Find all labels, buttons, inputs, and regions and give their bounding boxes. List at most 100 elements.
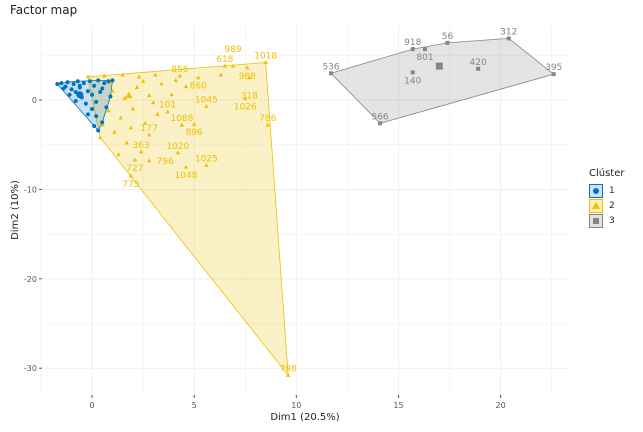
cluster-2-point xyxy=(155,111,160,116)
cluster-2-point xyxy=(175,150,181,155)
x-tick-label: 20 xyxy=(495,401,505,410)
cluster-2-point xyxy=(191,121,197,126)
point-label: 1026 xyxy=(234,102,257,112)
legend-item-3: 3 xyxy=(589,213,625,228)
cluster-2-point xyxy=(134,85,140,90)
legend-title: Clúster xyxy=(589,168,625,179)
cluster-1-point xyxy=(77,83,82,88)
cluster-3-point xyxy=(378,121,383,126)
point-label: 801 xyxy=(416,53,433,63)
point-label: 1025 xyxy=(195,154,218,164)
cluster-2-point xyxy=(112,129,117,134)
chart-title: Factor map xyxy=(10,3,78,17)
cluster-3-point xyxy=(423,47,428,52)
point-label: 566 xyxy=(371,112,388,122)
cluster-1-point xyxy=(92,123,97,128)
cluster-1-point xyxy=(90,92,95,97)
cluster-1-point xyxy=(98,90,103,95)
cluster-2-point xyxy=(285,372,291,377)
point-label: 363 xyxy=(132,141,149,151)
cluster-2-point xyxy=(183,84,189,89)
point-label: 798 xyxy=(280,364,297,374)
y-tick-label: 0 xyxy=(32,96,37,105)
cluster-2-point xyxy=(151,100,156,105)
point-label: 618 xyxy=(216,55,233,65)
cluster-1-point xyxy=(100,120,105,125)
cluster-2-point xyxy=(245,65,250,70)
cluster-2-point xyxy=(204,103,209,108)
cluster-3-point xyxy=(476,66,481,71)
cluster-2-point xyxy=(265,122,270,127)
legend-item-2: 2 xyxy=(589,198,625,213)
cluster-2-point xyxy=(173,77,178,82)
cluster-1-point xyxy=(96,128,101,133)
cluster-2-point xyxy=(124,140,129,145)
cluster-2-point xyxy=(222,63,228,68)
cluster-2-point xyxy=(98,135,103,140)
cluster-1-centroid xyxy=(76,91,84,99)
cluster-2-point xyxy=(130,106,136,111)
legend-key-square-icon xyxy=(589,213,603,228)
legend-label: 3 xyxy=(609,215,615,226)
point-label: 312 xyxy=(500,27,517,37)
legend-key-triangle-icon xyxy=(589,198,603,213)
point-label: 988 xyxy=(239,72,256,82)
y-tick-label: -20 xyxy=(24,275,37,284)
point-label: 420 xyxy=(470,58,487,68)
cluster-2-point xyxy=(106,108,111,113)
cluster-2-point xyxy=(118,115,123,120)
legend-key-circle-icon xyxy=(589,183,603,198)
cluster-2-point xyxy=(153,72,158,77)
cluster-2-point xyxy=(102,73,107,78)
legend-item-1: 1 xyxy=(589,183,625,198)
cluster-1-point xyxy=(69,87,74,92)
cluster-1-point xyxy=(94,114,99,119)
cluster-3-point xyxy=(410,47,415,52)
point-label: 856 xyxy=(171,65,188,75)
cluster-2-point xyxy=(196,75,201,80)
point-label: 775 xyxy=(122,180,139,190)
cluster-1-point xyxy=(104,105,109,110)
cluster-2-point xyxy=(147,158,152,163)
x-tick-label: 10 xyxy=(291,401,301,410)
cluster-2-point xyxy=(247,75,252,80)
point-label: 786 xyxy=(259,114,276,124)
cluster-2-point xyxy=(263,60,268,65)
x-tick-label: 5 xyxy=(192,401,197,410)
cluster-1-point xyxy=(102,81,107,86)
point-label: 101 xyxy=(159,101,176,111)
cluster-1-point xyxy=(83,101,88,106)
cluster-2-point xyxy=(128,173,134,178)
cluster-1-point xyxy=(73,90,78,95)
y-tick-label: -10 xyxy=(24,185,37,194)
point-label: 1020 xyxy=(166,142,189,152)
point-label: 1045 xyxy=(195,95,218,105)
cluster-1-point xyxy=(55,81,60,86)
point-label: 1048 xyxy=(175,171,198,181)
cluster-2-point xyxy=(169,92,174,97)
cluster-1-point xyxy=(81,81,86,86)
point-label: 536 xyxy=(322,62,339,72)
cluster-2-point xyxy=(136,74,142,79)
x-tick-label: 15 xyxy=(393,401,403,410)
cluster-3-hull xyxy=(330,37,555,124)
cluster-2-point xyxy=(120,72,125,77)
cluster-1-point xyxy=(85,112,90,117)
cluster-1-point xyxy=(85,89,90,94)
cluster-2-point xyxy=(230,63,236,68)
cluster-2-point xyxy=(100,122,105,127)
point-label: 140 xyxy=(404,76,421,86)
cluster-3-centroid xyxy=(435,62,443,70)
cluster-1-point xyxy=(100,86,105,91)
legend: Clúster 1 2 3 xyxy=(589,168,625,228)
point-label: 989 xyxy=(224,45,241,55)
point-label: 1088 xyxy=(170,114,193,124)
cluster-1-point xyxy=(59,81,64,86)
cluster-2-point xyxy=(128,125,134,130)
cluster-1-point xyxy=(61,86,66,91)
cluster-1-point xyxy=(65,80,70,85)
point-label: 727 xyxy=(126,164,143,174)
point-label: 177 xyxy=(141,124,158,134)
cluster-3-point xyxy=(506,36,511,41)
cluster-1-point xyxy=(92,83,97,88)
